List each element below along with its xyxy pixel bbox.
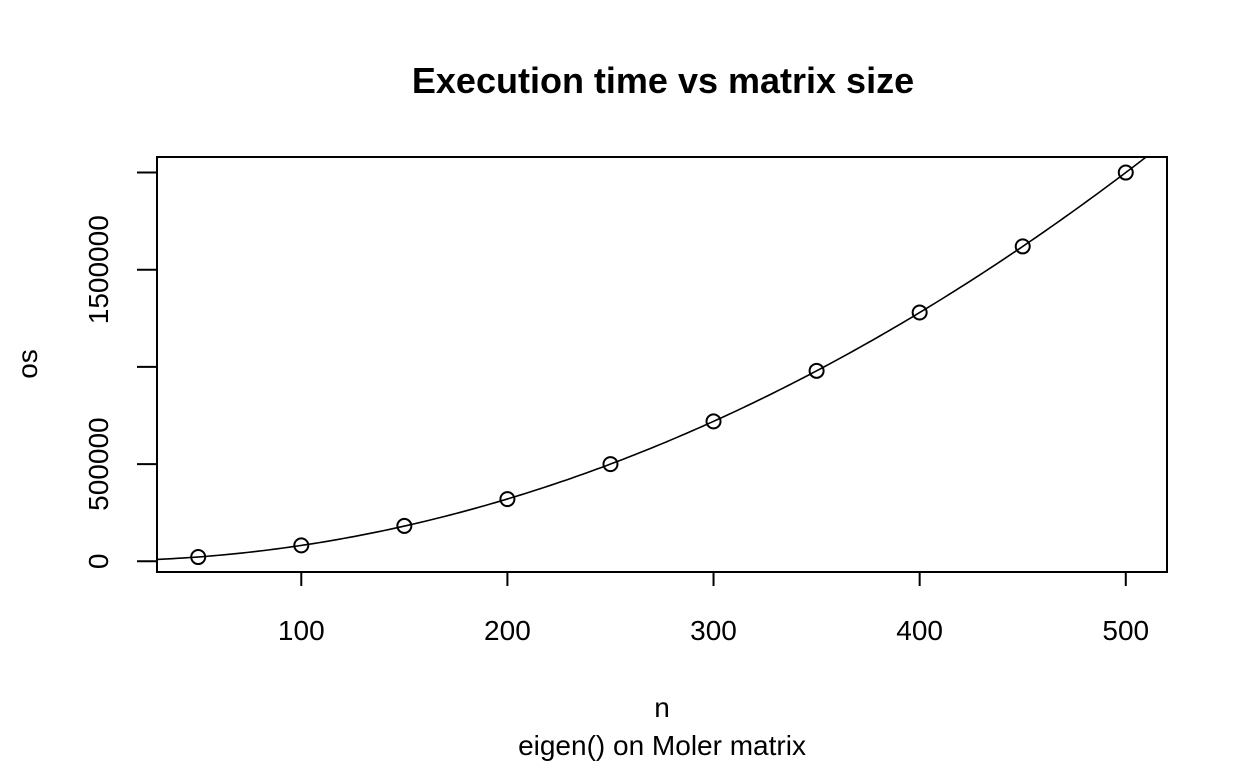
data-point bbox=[705, 413, 722, 430]
x-tick-label: 300 bbox=[690, 615, 737, 646]
plot-layer bbox=[157, 157, 1148, 566]
data-point bbox=[396, 517, 413, 534]
data-point bbox=[499, 491, 516, 508]
y-axis-label: os bbox=[12, 349, 43, 379]
data-point bbox=[1014, 238, 1031, 255]
chart-subtitle: eigen() on Moler matrix bbox=[518, 730, 806, 761]
plot-frame bbox=[156, 156, 1168, 573]
data-point bbox=[808, 362, 825, 379]
fit-curve bbox=[157, 157, 1148, 561]
data-point bbox=[602, 456, 619, 473]
x-tick-label: 100 bbox=[278, 615, 325, 646]
x-axis-label: n bbox=[654, 692, 670, 723]
y-tick-label: 0 bbox=[83, 554, 114, 570]
y-tick-label: 1500000 bbox=[83, 215, 114, 324]
x-tick-label: 400 bbox=[896, 615, 943, 646]
data-point bbox=[293, 537, 310, 554]
chart-title: Execution time vs matrix size bbox=[412, 60, 914, 101]
data-point bbox=[911, 304, 928, 321]
x-tick-label: 500 bbox=[1102, 615, 1149, 646]
x-axis: 100 200 300 400 500 bbox=[278, 572, 1149, 646]
y-tick-label: 500000 bbox=[83, 417, 114, 510]
y-axis: 0 500000 1500000 bbox=[83, 171, 157, 570]
x-tick-label: 200 bbox=[484, 615, 531, 646]
data-point bbox=[190, 549, 207, 566]
data-point bbox=[1117, 164, 1134, 181]
